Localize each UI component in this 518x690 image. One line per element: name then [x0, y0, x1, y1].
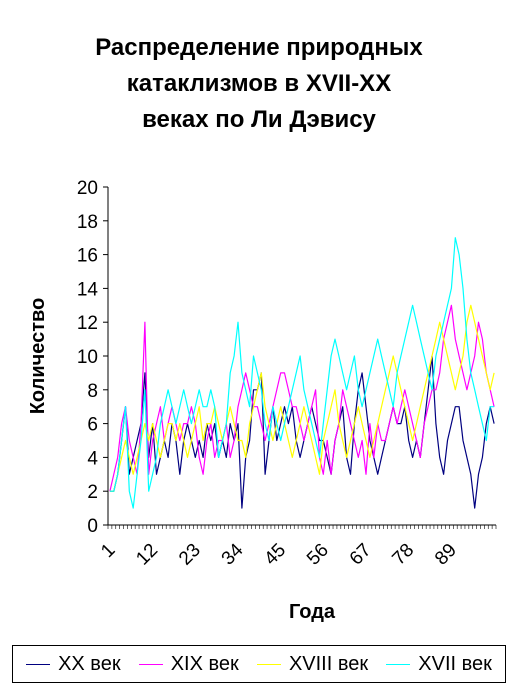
y-tick-label: 8 [87, 381, 98, 402]
y-axis-title: Количество [27, 298, 49, 415]
y-tick-label: 20 [77, 178, 98, 199]
legend-label: XIX век [170, 652, 239, 675]
x-tick-label: 1 [97, 540, 119, 562]
y-tick-label: 16 [77, 246, 98, 267]
legend-label: XVII век [418, 652, 492, 675]
legend-item: XIX век [138, 652, 239, 676]
x-tick-label: 23 [175, 540, 205, 570]
series-line [109, 304, 495, 492]
legend-swatch [386, 663, 411, 665]
chart-plot-area: 0 2 4 6 8 10 12 14 16 18 20 1 12 23 34 45 56 67 78 89 Года Ко… [27, 178, 497, 623]
legend-item: XVIII век [256, 652, 369, 676]
y-tick-label: 10 [77, 347, 98, 368]
x-tick-label: 78 [388, 540, 418, 570]
y-tick-label: 2 [87, 482, 98, 503]
chart-title: Распределение природных катаклизмов в XV… [95, 34, 423, 133]
series-line [109, 237, 495, 509]
legend-item: XVII век [386, 653, 492, 676]
legend-label: XX век [58, 652, 121, 675]
legend-label: XVIII век [288, 652, 369, 675]
y-tick-label: 18 [77, 212, 98, 233]
legend: XX век XIX век XVIII век XVII век [12, 645, 506, 683]
legend-item: XX век [26, 653, 121, 676]
x-tick-label: 89 [431, 540, 461, 570]
y-tick-label: 4 [87, 448, 98, 469]
legend-swatch [26, 663, 51, 665]
y-tick-label: 6 [87, 415, 98, 436]
y-tick-label: 14 [77, 279, 99, 300]
y-tick-label: 0 [87, 516, 98, 537]
x-tick-label: 34 [218, 539, 248, 569]
x-tick-label: 12 [132, 540, 162, 570]
x-tick-label: 45 [260, 540, 290, 570]
legend-swatch [256, 663, 281, 665]
legend-swatch [138, 663, 163, 665]
x-tick-label: 67 [346, 540, 376, 570]
series-line [109, 304, 495, 492]
x-axis-title: Года [289, 601, 336, 623]
y-tick-label: 12 [77, 313, 98, 334]
x-tick-label: 56 [303, 540, 333, 570]
